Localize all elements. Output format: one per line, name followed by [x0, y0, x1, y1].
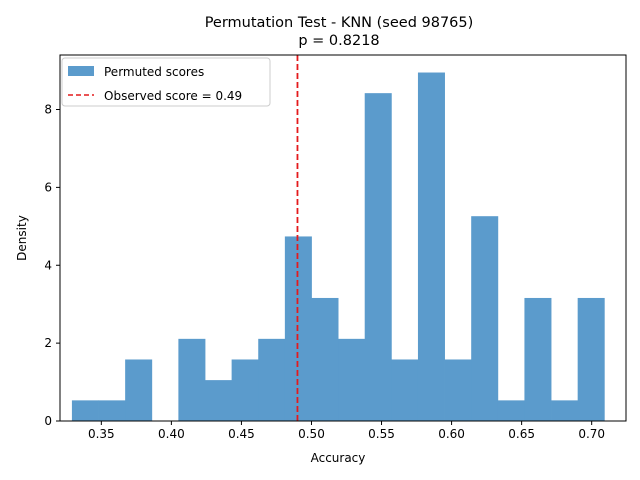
legend-swatch-permuted-scores [68, 66, 94, 76]
histogram-bar [258, 338, 286, 421]
x-tick-label: 0.35 [88, 427, 115, 441]
histogram-bar [417, 72, 445, 422]
y-axis-label: Density [15, 215, 29, 261]
histogram-bars [71, 72, 605, 422]
y-tick-label: 6 [44, 180, 52, 194]
histogram-bar [338, 338, 366, 421]
histogram-bar [551, 400, 579, 421]
x-tick-label: 0.65 [508, 427, 535, 441]
y-tick-label: 8 [44, 103, 52, 117]
x-tick-label: 0.45 [228, 427, 255, 441]
x-tick-label: 0.60 [438, 427, 465, 441]
histogram-bar [71, 400, 99, 421]
y-tick-label: 2 [44, 336, 52, 350]
histogram-bar [311, 297, 339, 421]
x-axis-label: Accuracy [311, 451, 366, 465]
histogram-bar [284, 236, 312, 421]
plot-frame [59, 54, 627, 422]
chart-subtitle: p = 0.8218 [298, 33, 379, 49]
histogram-bar [231, 359, 259, 421]
histogram-bar [391, 359, 419, 421]
y-axis-ticks: 0 2 4 6 8 [44, 103, 60, 428]
x-axis-ticks: 0.35 0.40 0.45 0.50 0.55 0.60 0.65 0.70 [88, 421, 605, 441]
histogram-bar [364, 93, 392, 422]
x-tick-label: 0.40 [158, 427, 185, 441]
legend-label-observed-score: Observed score = 0.49 [104, 89, 242, 103]
x-tick-label: 0.50 [298, 427, 325, 441]
x-tick-label: 0.70 [578, 427, 605, 441]
histogram-bar [471, 216, 499, 421]
histogram-bar [577, 297, 605, 421]
y-tick-label: 4 [44, 258, 52, 272]
x-tick-label: 0.55 [368, 427, 395, 441]
y-tick-label: 0 [44, 414, 52, 428]
histogram-bar [98, 400, 126, 421]
legend-label-permuted-scores: Permuted scores [104, 65, 204, 79]
histogram-bar [524, 297, 552, 421]
histogram-bar [125, 359, 153, 421]
histogram-bar [444, 359, 472, 421]
legend: Permuted scores Observed score = 0.49 [61, 57, 271, 107]
histogram-bar [178, 338, 206, 421]
legend-box [61, 57, 271, 107]
histogram-bar [205, 380, 233, 421]
chart-title: Permutation Test - KNN (seed 98765) [205, 15, 474, 31]
histogram-bar [497, 400, 525, 421]
